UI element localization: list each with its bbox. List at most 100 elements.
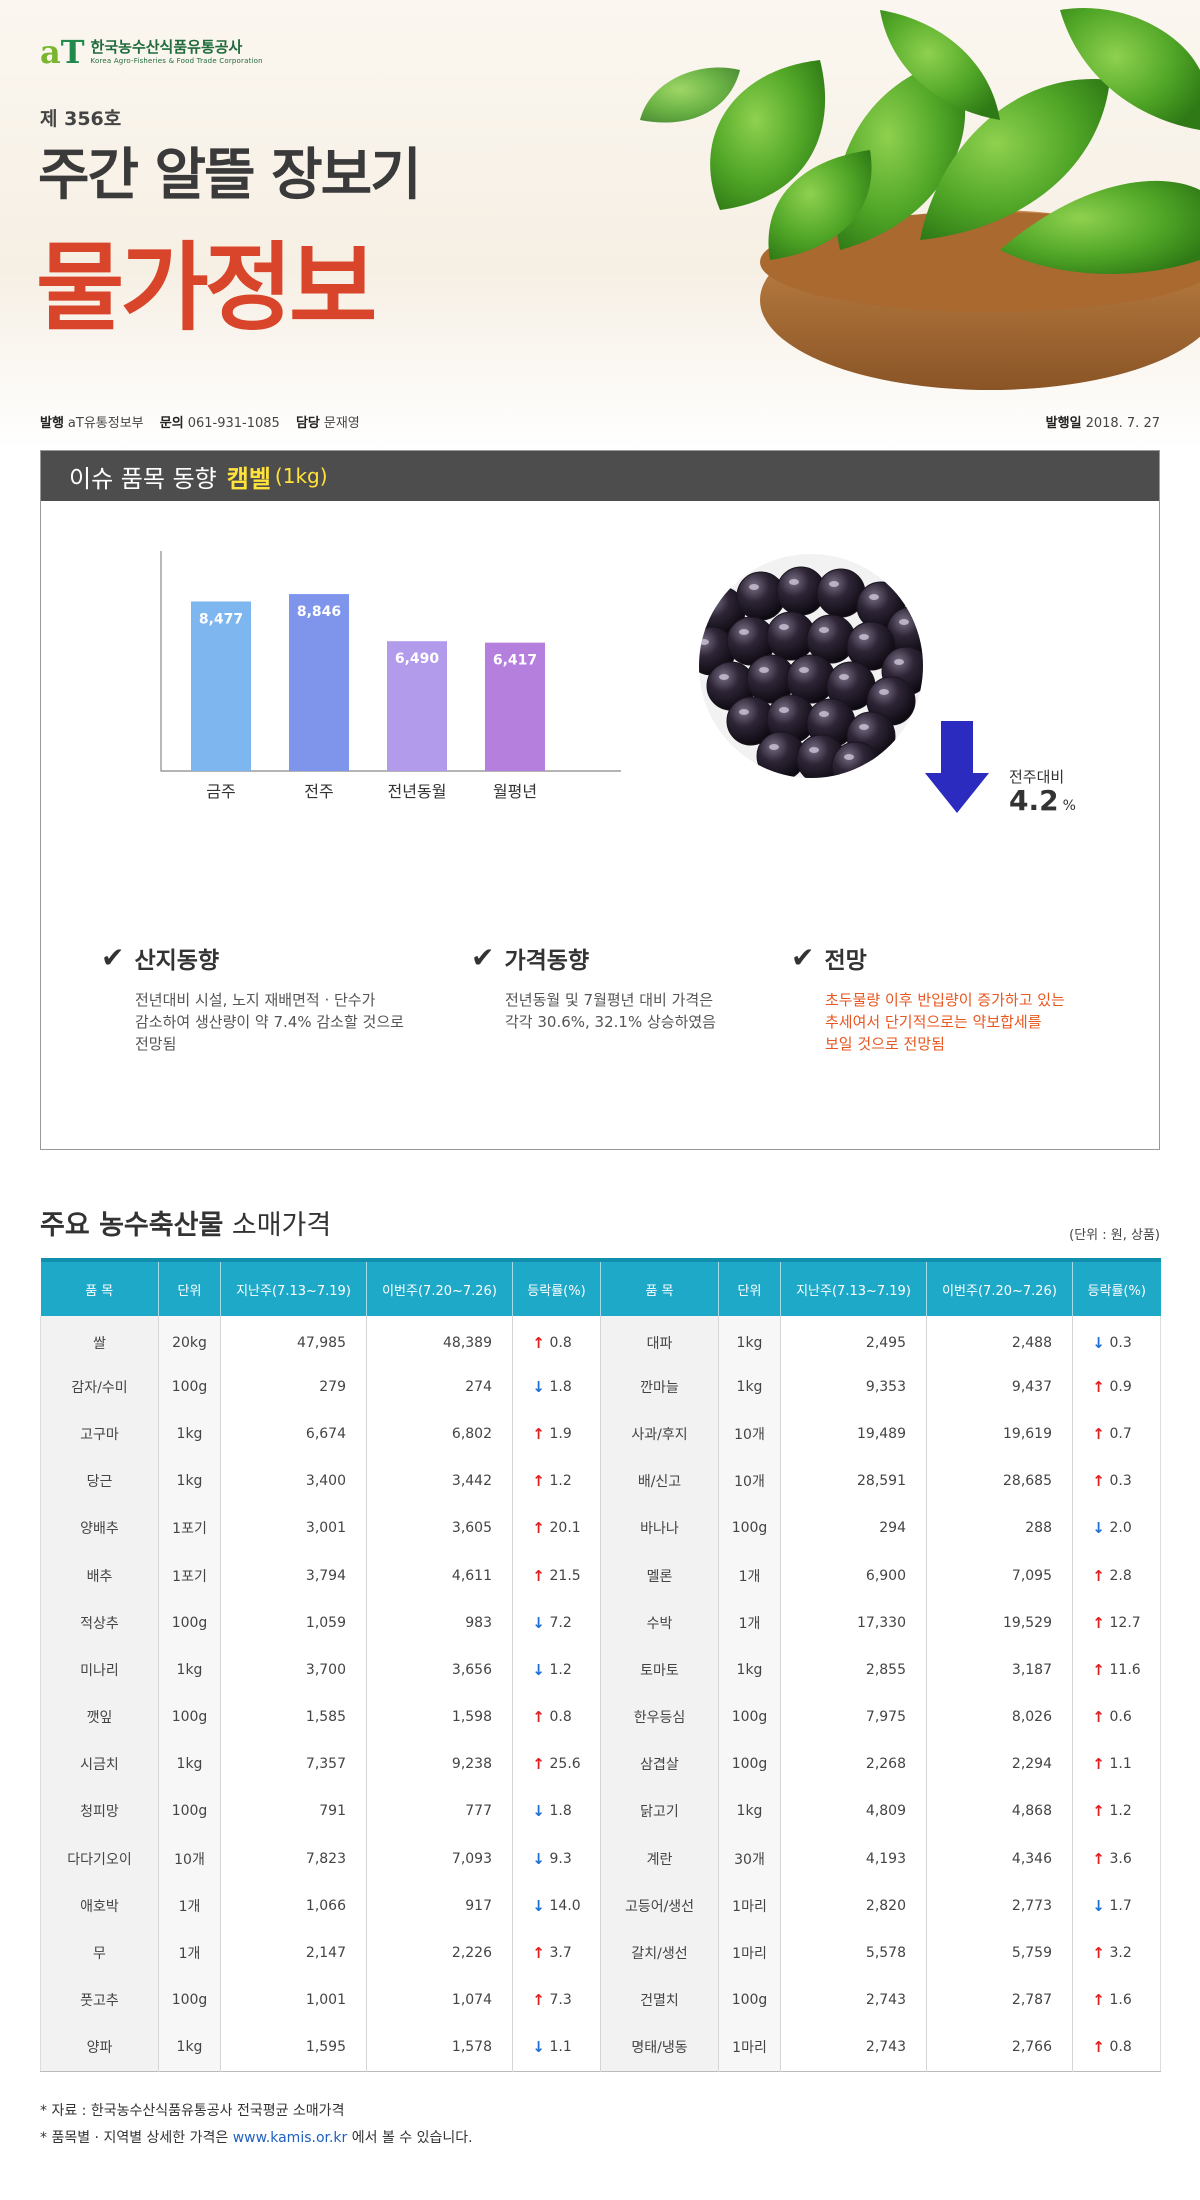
arrow-up-icon: ↑	[532, 1944, 545, 1963]
logo-korean-name: 한국농수산식품유통공사	[90, 38, 243, 56]
item-unit: 10개	[158, 1835, 221, 1883]
item-name: 당근	[40, 1457, 159, 1505]
issue-item-section: 이슈 품목 동향 캠벨 (1kg) 8,477 금주 8,846 전주 6,490 전년동…	[40, 450, 1160, 1150]
table-row: 미나리 1kg 3,700 3,656 ↓ 1.2 토마토 1kg 2,855 3,187 ↑ 11.…	[40, 1646, 1161, 1694]
arrow-up-icon: ↑	[532, 1333, 545, 1352]
change-rate: ↓ 0.3	[1073, 1316, 1161, 1363]
week-change-label: 전주대비	[1009, 768, 1065, 786]
last-week-price: 7,357	[220, 1740, 367, 1788]
change-rate: ↓ 14.0	[512, 1882, 601, 1930]
this-week-price: 3,187	[926, 1646, 1073, 1694]
change-rate: ↑ 25.6	[512, 1740, 601, 1788]
last-week-price: 3,794	[220, 1551, 367, 1600]
issue-section-header: 이슈 품목 동향 캠벨 (1kg)	[41, 451, 1159, 501]
this-week-price: 7,093	[366, 1835, 513, 1883]
arrow-up-icon: ↑	[1092, 2038, 1105, 2057]
change-rate: ↑ 1.6	[1073, 1977, 1161, 2024]
arrow-down-icon: ↓	[532, 1896, 545, 1915]
chart-bar	[289, 594, 349, 771]
change-rate: ↑ 0.8	[1073, 2024, 1161, 2071]
item-unit: 100g	[718, 1504, 781, 1552]
item-unit: 100g	[718, 1740, 781, 1788]
item-name: 갈치/생선	[600, 1929, 719, 1977]
table-row: 고구마 1kg 6,674 6,802 ↑ 1.9 사과/후지 10개 19,489 19,619…	[40, 1410, 1161, 1458]
item-name: 사과/후지	[600, 1410, 719, 1458]
item-unit: 1포기	[158, 1551, 221, 1600]
column-header: 등락률(%)	[1072, 1258, 1161, 1316]
this-week-price: 983	[366, 1599, 513, 1647]
last-week-price: 1,585	[220, 1693, 367, 1741]
newsletter-subtitle: 물가정보	[36, 232, 377, 344]
item-name: 감자/수미	[40, 1363, 159, 1411]
this-week-price: 777	[366, 1787, 513, 1836]
chart-bar	[191, 601, 251, 771]
item-name: 멜론	[600, 1551, 719, 1600]
newsletter-title: 주간 알뜰 장보기	[38, 143, 422, 208]
kamis-link[interactable]: www.kamis.or.kr	[232, 2130, 348, 2146]
this-week-price: 4,346	[926, 1835, 1073, 1883]
arrow-up-icon: ↑	[1092, 1755, 1105, 1774]
item-unit: 1kg	[718, 1787, 781, 1836]
item-name: 대파	[600, 1316, 719, 1364]
this-week-price: 7,095	[926, 1551, 1073, 1600]
change-rate: ↓ 1.8	[512, 1363, 601, 1411]
item-unit: 1마리	[718, 1929, 781, 1977]
table-header-row: 품 목 단위 지난주(7.13~7.19) 이번주(7.20~7.26) 등락률(%) 품…	[40, 1258, 1161, 1316]
logo-english-name: Korea Agro-Fisheries & Food Trade Corpor…	[90, 57, 263, 65]
item-name: 깐마늘	[600, 1363, 719, 1411]
item-name: 양배추	[40, 1504, 159, 1552]
item-name: 수박	[600, 1599, 719, 1647]
column-header: 지난주(7.13~7.19)	[780, 1258, 927, 1316]
this-week-price: 2,787	[926, 1976, 1073, 2024]
issue-item-unit: (1kg)	[274, 464, 328, 488]
item-name: 바나나	[600, 1504, 719, 1552]
this-week-price: 9,238	[366, 1740, 513, 1788]
item-name: 고등어/생선	[600, 1882, 719, 1930]
change-rate: ↑ 21.5	[512, 1551, 601, 1600]
chart-axis	[160, 551, 621, 772]
this-week-price: 917	[366, 1882, 513, 1930]
category-label: 금주	[206, 782, 235, 801]
item-name: 양파	[40, 2023, 159, 2071]
last-week-price: 6,900	[780, 1551, 927, 1600]
item-unit: 1마리	[718, 2023, 781, 2071]
table-row: 무 1개 2,147 2,226 ↑ 3.7 갈치/생선 1마리 5,578 5,759 ↑ 3.2	[40, 1929, 1161, 1977]
change-rate: ↑ 0.7	[1073, 1410, 1161, 1457]
arrow-up-icon: ↑	[1092, 1708, 1105, 1727]
item-unit: 1포기	[158, 1504, 221, 1552]
arrow-down-icon: ↓	[1092, 1333, 1105, 1352]
column-header: 품 목	[40, 1258, 159, 1316]
this-week-price: 1,074	[366, 1976, 513, 2024]
item-unit: 1kg	[158, 1410, 221, 1458]
bar-value-label: 6,490	[395, 651, 440, 667]
grapes-image	[699, 554, 923, 778]
last-week-price: 2,855	[780, 1646, 927, 1694]
item-name: 풋고추	[40, 1976, 159, 2024]
item-unit: 10개	[718, 1457, 781, 1505]
column-header: 품 목	[600, 1258, 719, 1316]
item-name: 토마토	[600, 1646, 719, 1694]
this-week-price: 2,488	[926, 1316, 1073, 1364]
change-rate: ↑ 0.9	[1073, 1363, 1161, 1410]
this-week-price: 5,759	[926, 1929, 1073, 1977]
this-week-price: 288	[926, 1504, 1073, 1552]
bar-value-label: 6,417	[493, 653, 537, 669]
last-week-price: 3,700	[220, 1646, 367, 1694]
arrow-up-icon: ↑	[532, 1424, 545, 1443]
issue-item-name: 캠벨	[226, 464, 271, 493]
arrow-up-icon: ↑	[532, 1708, 545, 1727]
publisher: aT유통정보부	[67, 416, 144, 431]
item-name: 청피망	[40, 1787, 159, 1836]
table-row: 적상추 100g 1,059 983 ↓ 7.2 수박 1개 17,330 19,529 ↑ 12.7	[40, 1599, 1161, 1647]
arrow-up-icon: ↑	[1092, 1613, 1105, 1632]
item-unit: 1kg	[158, 1457, 221, 1505]
this-week-price: 3,605	[366, 1504, 513, 1552]
item-unit: 1kg	[158, 2023, 221, 2071]
table-row: 당근 1kg 3,400 3,442 ↑ 1.2 배/신고 10개 28,591 28,685 ↑ 0…	[40, 1457, 1161, 1505]
this-week-price: 3,442	[366, 1457, 513, 1505]
change-rate: ↓ 1.8	[512, 1787, 601, 1836]
this-week-price: 8,026	[926, 1693, 1073, 1741]
category-label: 월평년	[493, 782, 537, 801]
arrow-down-icon: ↓	[532, 1377, 545, 1396]
this-week-price: 1,578	[366, 2023, 513, 2071]
